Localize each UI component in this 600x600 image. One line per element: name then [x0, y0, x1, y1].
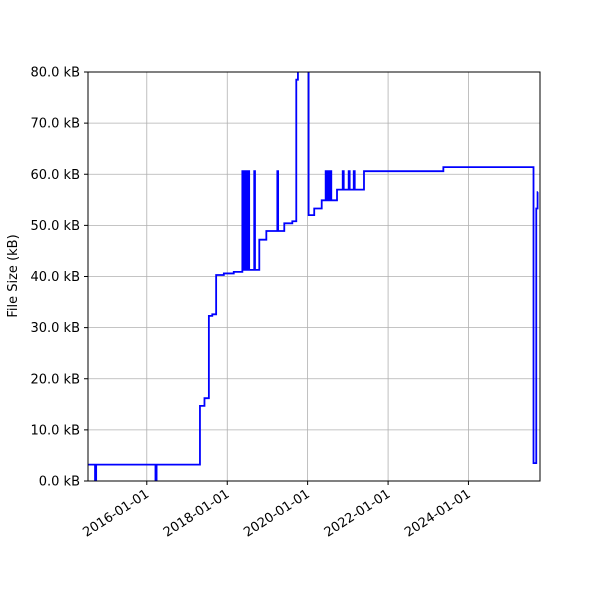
file-size-line-group [88, 72, 539, 481]
y-tick-label: 20.0 kB [30, 372, 80, 387]
y-tick-label: 80.0 kB [30, 66, 80, 81]
y-tick-label: 50.0 kB [30, 219, 80, 234]
y-tick-label: 10.0 kB [30, 423, 80, 438]
y-axis-title: File Size (kB) [6, 234, 21, 317]
grid-lines [88, 71, 540, 482]
x-tick-label: 2022-01-01 [322, 487, 394, 541]
x-axis-ticks: 2016-01-01 2018-01-01 2020-01-01 2022-01-01… [80, 481, 474, 541]
x-tick-label: 2016-01-01 [80, 487, 152, 541]
y-tick-label: 60.0 kB [30, 168, 80, 183]
x-tick-label: 2020-01-01 [241, 487, 313, 541]
y-axis-ticks: 0.0 kB 10.0 kB 20.0 kB 30.0 kB 40.0 kB 50.0 k… [30, 66, 88, 490]
y-tick-label: 0.0 kB [39, 475, 80, 490]
x-tick-label: 2024-01-01 [402, 487, 474, 541]
y-tick-label: 40.0 kB [30, 270, 80, 285]
y-tick-label: 70.0 kB [30, 117, 80, 132]
file-size-line [88, 72, 539, 481]
x-tick-label: 2018-01-01 [161, 487, 233, 541]
y-tick-label: 30.0 kB [30, 321, 80, 336]
